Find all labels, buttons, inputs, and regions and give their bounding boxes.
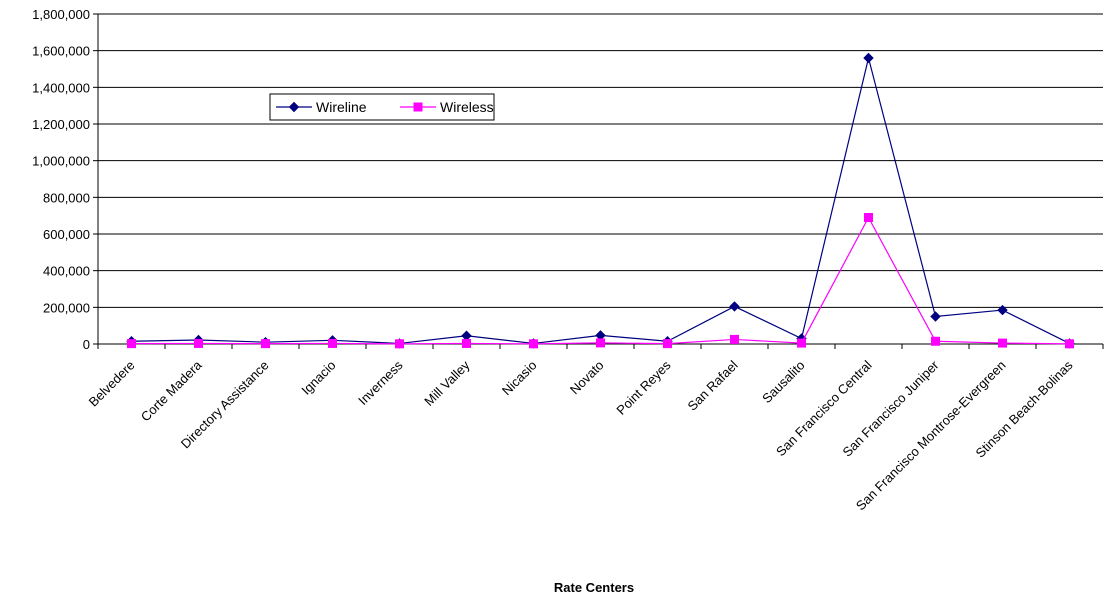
data-point [729, 301, 740, 312]
data-point [194, 338, 203, 348]
y-tick-label: 1,000,000 [32, 154, 90, 169]
y-tick-label: 0 [83, 337, 90, 352]
x-tick-label: Mill Valley [421, 357, 473, 409]
grid-lines [98, 13, 1103, 345]
legend: Wireline Wireless [269, 93, 495, 121]
y-tick-label: 600,000 [43, 227, 90, 242]
legend-item-wireless: Wireless [400, 99, 494, 115]
data-point [663, 339, 672, 349]
y-tick-labels: 0 200,000 400,000 600,000 800,000 1,000,000 1,… [32, 7, 90, 352]
data-point [395, 339, 404, 349]
series-wireline [126, 52, 1075, 349]
data-point [864, 213, 873, 222]
legend-label: Wireline [316, 99, 367, 115]
x-tick-label: Point Reyes [613, 357, 674, 418]
data-point [730, 334, 739, 344]
data-point [998, 338, 1007, 348]
x-tick-label: Novato [567, 358, 607, 398]
data-point [261, 339, 270, 349]
x-tick-label: Corte Madera [138, 357, 205, 424]
y-tick-label: 800,000 [43, 190, 90, 205]
series-line [131, 216, 1070, 345]
data-point [863, 52, 874, 64]
data-point [596, 338, 605, 348]
y-tick-label: 1,400,000 [32, 80, 90, 95]
x-tick-label: Ignacio [298, 358, 338, 398]
legend-item-wireline: Wireline [276, 99, 367, 115]
data-point [461, 330, 472, 341]
series-wireless [127, 213, 1074, 349]
data-point [328, 338, 337, 348]
x-tick-label: San Francisco Montrose-Evergreen [853, 358, 1009, 514]
x-tick-label: San Rafael [685, 357, 741, 413]
x-tick-label: Nicasio [499, 358, 540, 399]
y-tick-label: 400,000 [43, 264, 90, 279]
data-point [930, 311, 941, 322]
data-point [931, 336, 940, 346]
data-point [797, 338, 806, 348]
data-point [462, 338, 471, 348]
data-point [529, 339, 538, 349]
x-tick-label: Inverness [355, 357, 406, 408]
y-tick-label: 200,000 [43, 300, 90, 315]
series [126, 52, 1075, 349]
data-point [288, 101, 300, 113]
x-axis-title: Rate Centers [554, 580, 634, 595]
y-tick-label: 1,200,000 [32, 117, 90, 132]
y-tick-label: 1,800,000 [32, 7, 90, 22]
legend-label: Wireless [440, 99, 494, 115]
data-point [1065, 339, 1074, 349]
x-tick-label: Belvedere [86, 358, 138, 410]
data-point [127, 339, 136, 349]
axes [93, 13, 1104, 349]
y-tick-label: 1,600,000 [32, 44, 90, 59]
x-tick-label: Sausalito [759, 358, 807, 406]
data-point [413, 102, 423, 112]
data-point [997, 304, 1008, 316]
